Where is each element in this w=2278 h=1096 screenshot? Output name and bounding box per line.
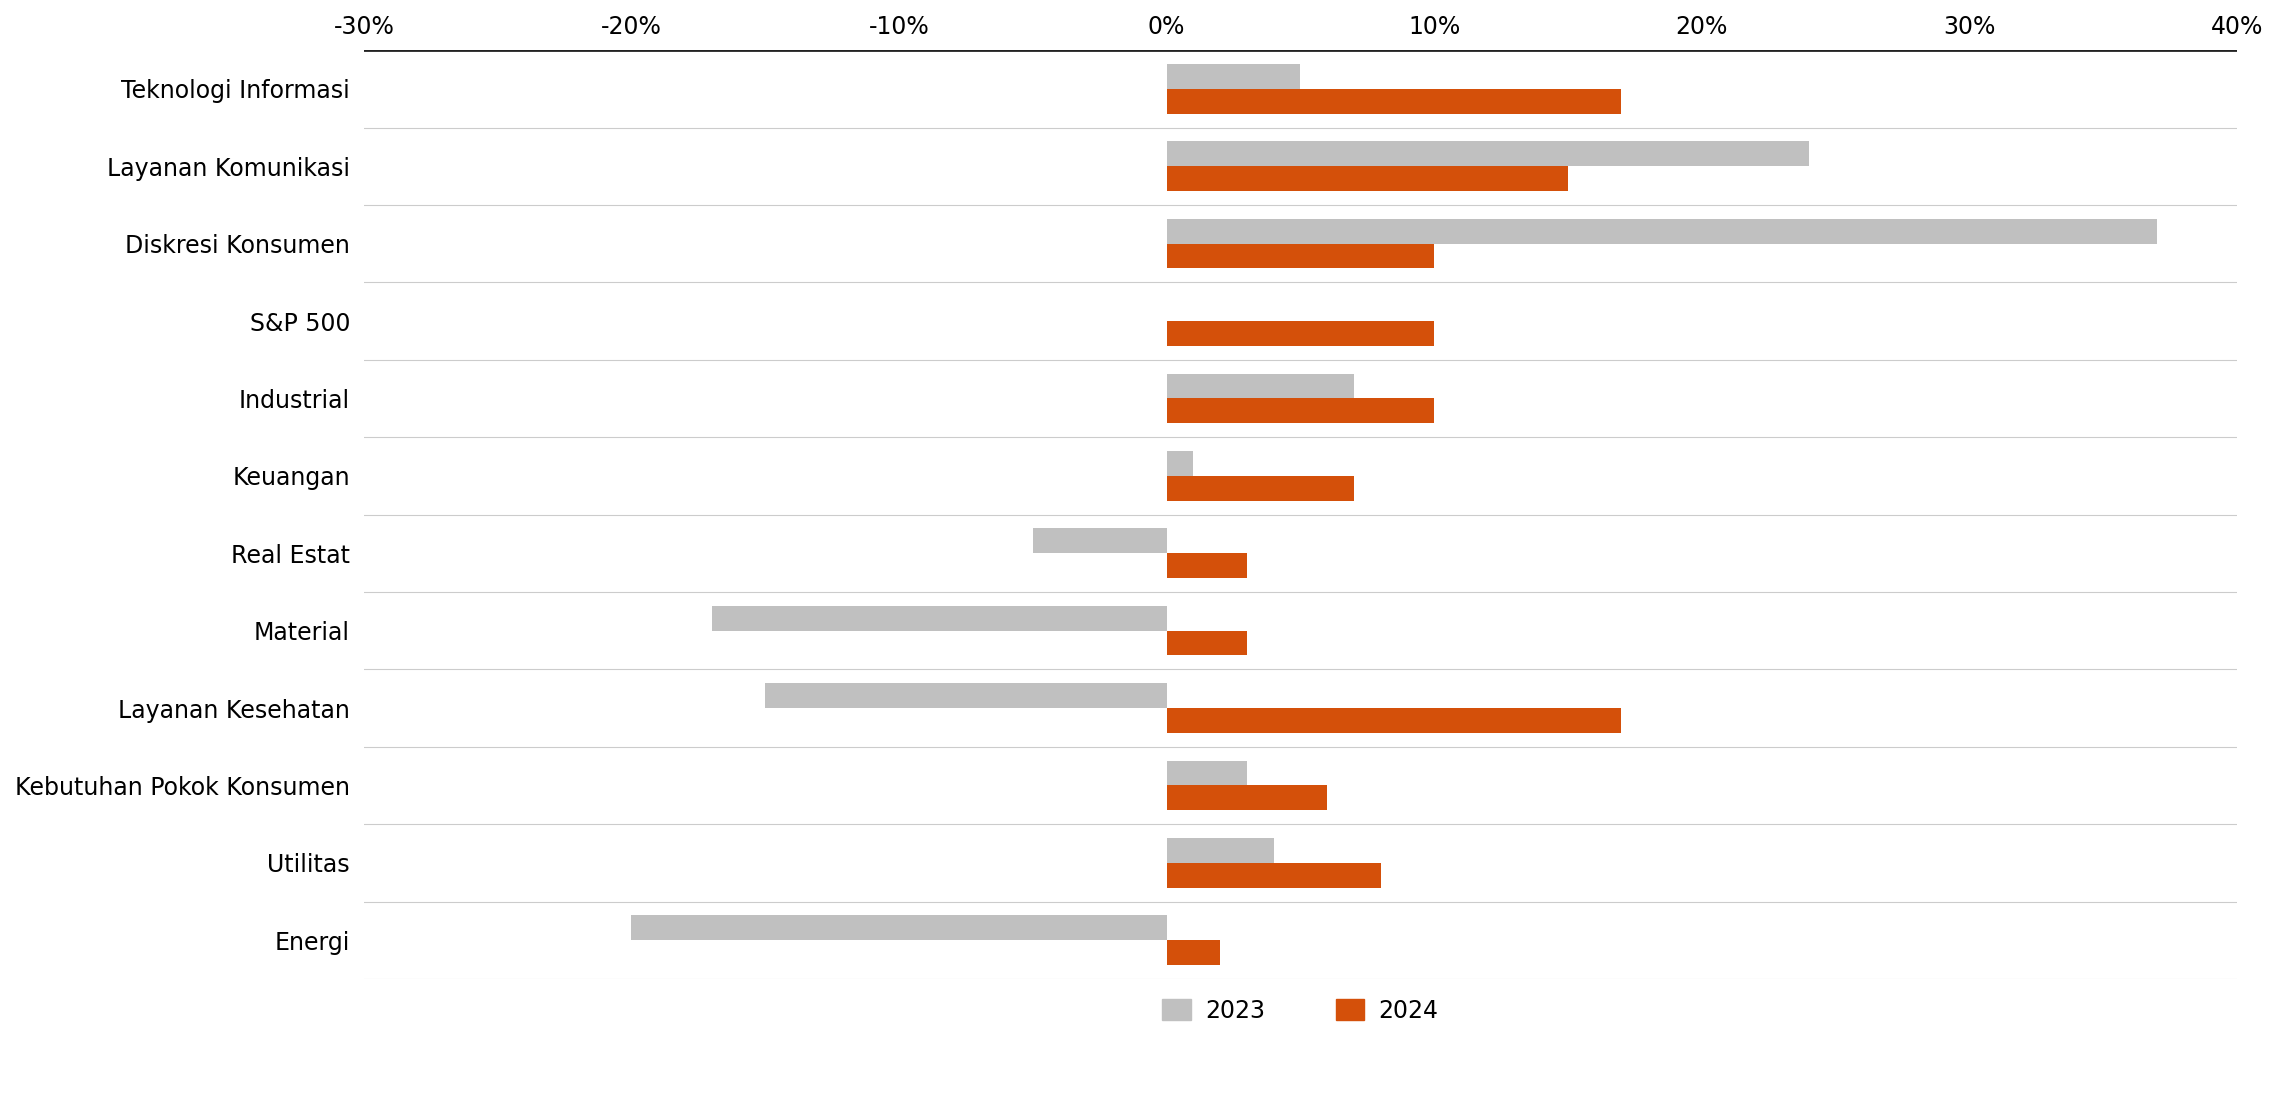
Bar [1166, 761, 1246, 786]
Bar [1166, 630, 1246, 655]
Bar [1166, 64, 1301, 89]
Bar [1166, 167, 1567, 191]
Bar [1166, 838, 1273, 863]
Bar [1166, 89, 1622, 114]
Bar [1166, 399, 1435, 423]
Bar [1166, 708, 1622, 733]
Bar [1166, 940, 1221, 964]
Bar [1166, 321, 1435, 345]
Bar [1166, 553, 1246, 578]
Bar [1032, 528, 1166, 553]
Bar [1166, 243, 1435, 269]
Bar [1166, 374, 1353, 399]
Bar [711, 606, 1166, 630]
Bar [1166, 219, 2157, 243]
Bar [1166, 476, 1353, 501]
Bar [1166, 141, 1809, 167]
Bar [631, 915, 1166, 940]
Bar [1166, 786, 1328, 810]
Bar [1166, 452, 1194, 476]
Bar [765, 683, 1166, 708]
Legend: 2023, 2024: 2023, 2024 [1153, 990, 1449, 1032]
Bar [1166, 863, 1380, 888]
